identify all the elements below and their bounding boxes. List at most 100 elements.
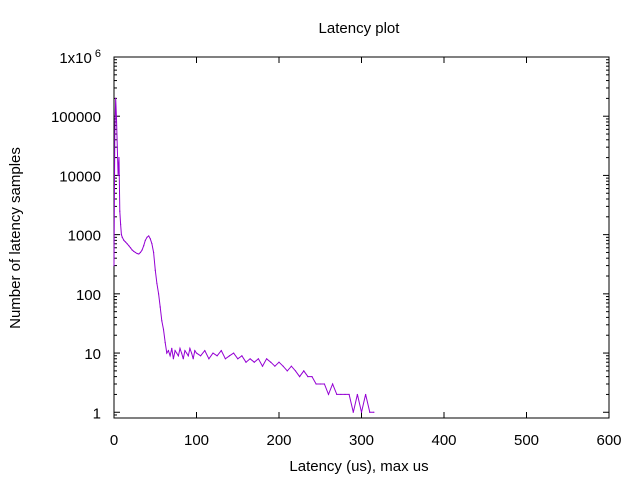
y-tick-label: 1: [93, 405, 101, 422]
data-point: [159, 306, 161, 308]
data-point: [146, 236, 148, 238]
data-point: [161, 320, 163, 322]
y-tick-label: 10: [84, 346, 101, 363]
data-point: [348, 393, 350, 396]
data-point: [119, 210, 121, 212]
data-point: [116, 146, 118, 148]
data-point: [373, 411, 375, 413]
data-point: [270, 361, 272, 363]
series-line: [113, 98, 374, 413]
data-point: [228, 355, 231, 357]
x-tick-label: 600: [596, 432, 621, 449]
x-tick-label: 500: [514, 432, 539, 449]
data-point: [245, 361, 247, 363]
data-point: [114, 133, 116, 135]
data-point: [149, 238, 151, 240]
data-point: [344, 393, 346, 396]
data-point: [257, 358, 259, 360]
data-point: [120, 234, 123, 236]
data-point: [266, 358, 268, 360]
data-point: [204, 350, 206, 352]
data-point: [253, 361, 255, 363]
data-point: [278, 361, 280, 363]
data-point: [184, 350, 186, 352]
y-tick-label: 10000: [59, 168, 101, 185]
data-point: [237, 358, 239, 360]
data-point: [332, 383, 334, 385]
y-tick-label: 1x10 6: [59, 48, 101, 67]
data-point: [195, 352, 198, 354]
x-tick-label: 0: [110, 432, 118, 449]
x-tick-label: 300: [349, 432, 374, 449]
data-point: [174, 350, 176, 352]
data-point: [208, 358, 210, 360]
data-point: [186, 352, 188, 354]
data-point: [138, 253, 140, 255]
data-point: [121, 236, 123, 238]
data-point: [249, 358, 251, 360]
data-point: [144, 239, 146, 241]
data-point: [126, 243, 128, 245]
data-point: [164, 342, 166, 344]
axis-ticks: 0 100 200 300 400 500 600 1 10 100 1000 10000 100000…: [51, 48, 622, 449]
x-axis-label: Latency (us), max us: [289, 458, 428, 475]
data-point: [274, 365, 276, 367]
data-point: [156, 282, 158, 285]
data-point: [148, 235, 150, 237]
data-point: [154, 269, 156, 271]
data-point: [151, 243, 153, 245]
data-point: [166, 352, 168, 354]
data-point: [194, 350, 196, 352]
data-point: [241, 355, 243, 357]
data-point: [157, 293, 160, 295]
data-point: [307, 376, 309, 378]
data-point: [171, 347, 173, 349]
data-point: [323, 383, 325, 385]
y-tick-label: 100: [76, 287, 101, 304]
data-point: [177, 355, 179, 357]
data-point: [187, 355, 189, 357]
data-point: [141, 249, 143, 251]
data-point: [129, 247, 132, 249]
data-point: [118, 156, 120, 159]
data-point: [315, 383, 317, 385]
data-point: [365, 393, 367, 396]
data-point: [181, 352, 183, 354]
data-point: [319, 383, 321, 385]
data-point: [224, 358, 226, 360]
data-point: [169, 355, 171, 357]
data-point: [369, 411, 371, 413]
data-point: [282, 365, 284, 367]
data-point: [115, 118, 118, 120]
data-point: [134, 251, 137, 254]
data-point: [128, 245, 130, 247]
data-point: [143, 245, 145, 247]
data-point: [200, 355, 202, 357]
data-point: [115, 97, 117, 99]
y-tick-label: 1000: [68, 228, 101, 245]
data-point: [167, 350, 170, 352]
data-point: [360, 411, 363, 413]
data-point: [162, 328, 165, 331]
data-point: [290, 365, 292, 367]
data-point: [117, 174, 119, 177]
data-point: [299, 376, 301, 378]
data-point: [220, 350, 222, 352]
data-point: [261, 365, 264, 367]
y-tick-label: 100000: [51, 109, 101, 126]
data-point: [352, 411, 354, 413]
data-point: [190, 352, 193, 354]
data-point: [182, 358, 184, 360]
data-point: [124, 241, 127, 243]
data-point: [179, 347, 181, 349]
data-point: [340, 393, 342, 396]
data-point: [172, 358, 174, 360]
data-point: [133, 250, 135, 253]
data-point: [153, 251, 155, 254]
data-layer: [113, 97, 375, 413]
data-point: [286, 370, 288, 372]
data-point: [136, 252, 138, 255]
data-point: [192, 358, 194, 360]
data-point: [311, 376, 313, 378]
